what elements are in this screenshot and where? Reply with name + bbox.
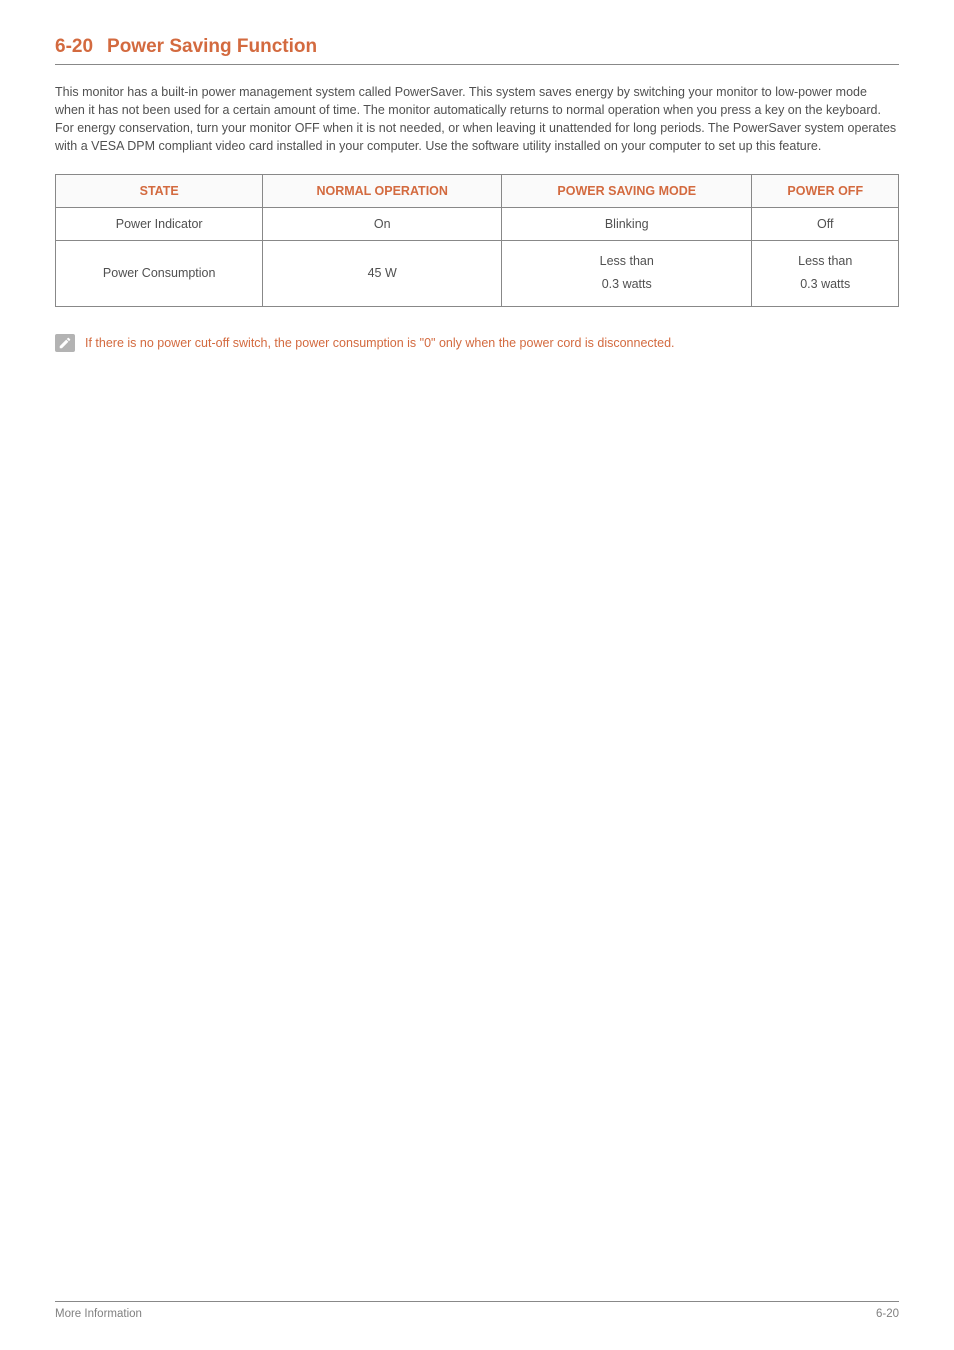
- heading-number: 6-20: [55, 36, 93, 57]
- cell-consumption-off: Less than 0.3 watts: [752, 240, 899, 307]
- cell-indicator-off: Off: [752, 207, 899, 240]
- pencil-note-icon: [58, 336, 72, 350]
- heading-title: Power Saving Function: [107, 36, 317, 57]
- section-heading: 6-20 Power Saving Function: [55, 36, 899, 65]
- table-row: Power Consumption 45 W Less than 0.3 wat…: [56, 240, 899, 307]
- cell-line: Less than: [798, 254, 852, 268]
- cell-line: Less than: [600, 254, 654, 268]
- footer-right: 6-20: [876, 1308, 899, 1320]
- footer-left: More Information: [55, 1308, 142, 1320]
- page: 6-20 Power Saving Function This monitor h…: [0, 0, 954, 1350]
- th-state: STATE: [56, 174, 263, 207]
- cell-indicator-label: Power Indicator: [56, 207, 263, 240]
- page-footer: More Information 6-20: [55, 1301, 899, 1320]
- cell-line: 0.3 watts: [800, 277, 850, 291]
- power-table: STATE NORMAL OPERATION POWER SAVING MODE…: [55, 174, 899, 308]
- th-off: POWER OFF: [752, 174, 899, 207]
- note-icon: [55, 334, 75, 352]
- table-header-row: STATE NORMAL OPERATION POWER SAVING MODE…: [56, 174, 899, 207]
- note: If there is no power cut-off switch, the…: [55, 335, 899, 353]
- th-normal: NORMAL OPERATION: [263, 174, 502, 207]
- note-text: If there is no power cut-off switch, the…: [85, 335, 675, 353]
- cell-consumption-label: Power Consumption: [56, 240, 263, 307]
- cell-line: 0.3 watts: [602, 277, 652, 291]
- cell-consumption-normal: 45 W: [263, 240, 502, 307]
- cell-consumption-saving: Less than 0.3 watts: [502, 240, 752, 307]
- cell-indicator-normal: On: [263, 207, 502, 240]
- cell-indicator-saving: Blinking: [502, 207, 752, 240]
- intro-paragraph: This monitor has a built-in power manage…: [55, 83, 899, 156]
- th-saving: POWER SAVING MODE: [502, 174, 752, 207]
- table-row: Power Indicator On Blinking Off: [56, 207, 899, 240]
